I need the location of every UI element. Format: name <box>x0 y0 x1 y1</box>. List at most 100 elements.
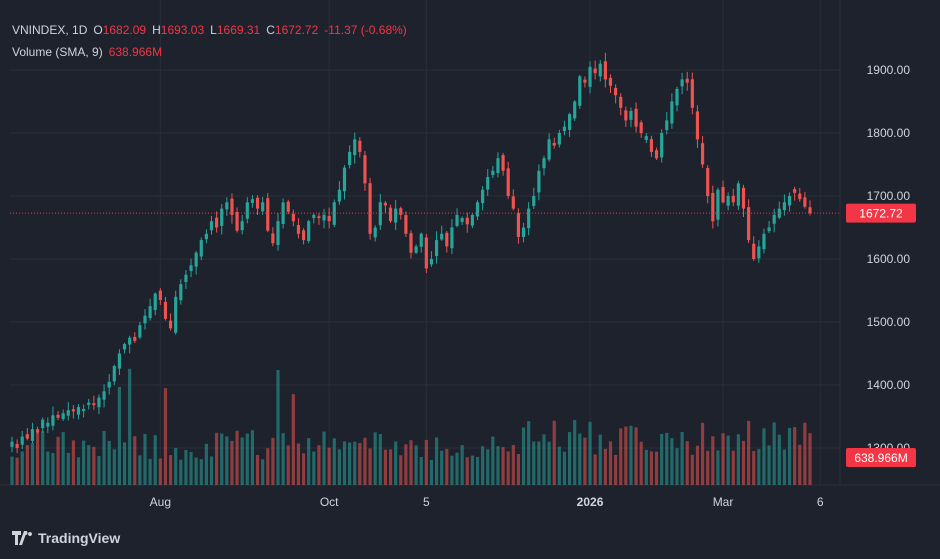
volume-bar <box>782 449 787 485</box>
time-tick-label: Aug <box>150 495 171 509</box>
volume-bar <box>644 449 648 485</box>
volume-bar <box>220 433 224 485</box>
volume-bar <box>204 443 208 485</box>
volume-bar <box>583 437 587 485</box>
volume-bar <box>562 451 567 485</box>
volume-bar <box>209 456 214 485</box>
volume-bar <box>189 451 193 485</box>
candle-body <box>460 218 464 222</box>
candle-body <box>337 189 341 202</box>
candle-body <box>317 216 321 219</box>
candle-body <box>501 154 505 171</box>
candle-body <box>409 233 413 253</box>
volume-bar <box>731 450 735 485</box>
candle-body <box>30 429 35 441</box>
price-axis[interactable]: 1900.00 1800.00 1700.00 1600.00 1500.00 1400.… <box>867 63 911 455</box>
volume-bar <box>276 370 280 485</box>
volume-bar <box>373 432 377 485</box>
volume-bar <box>419 457 423 485</box>
volume-bar <box>486 449 490 485</box>
candle-body <box>670 101 674 124</box>
candle-body <box>148 306 152 319</box>
volume-bar <box>107 440 111 485</box>
candle-body <box>20 436 24 445</box>
volume-bar <box>61 432 65 485</box>
close-label: C <box>266 23 275 37</box>
candle-body <box>394 208 398 223</box>
candle-body <box>399 208 403 215</box>
candle-body <box>235 211 239 231</box>
volume-bar <box>557 446 561 485</box>
candle-body <box>250 199 255 203</box>
candle-body <box>368 183 372 234</box>
volume-bar <box>736 434 740 485</box>
candle-body <box>230 198 234 215</box>
volume-bar <box>793 427 797 485</box>
candle-body <box>245 202 249 219</box>
volume-bar <box>516 453 521 485</box>
volume-bar <box>322 431 326 485</box>
last-volume-badge-text: 638.966M <box>854 451 907 465</box>
candle-body <box>690 79 694 108</box>
volume-bar <box>460 445 464 485</box>
volume-bar <box>481 446 485 485</box>
candle-body <box>153 293 157 310</box>
interval-label[interactable]: 1D <box>72 23 88 37</box>
volume-bar <box>521 427 526 485</box>
volume-bar <box>35 431 40 485</box>
volume-bar <box>634 427 638 485</box>
volume-bar <box>332 438 336 485</box>
candle-body <box>654 150 659 159</box>
volume-bar <box>138 455 142 485</box>
volume-bar <box>383 449 388 485</box>
volume-bar <box>281 433 285 485</box>
volume-bar <box>619 428 623 485</box>
candle-body <box>593 68 597 74</box>
time-axis[interactable]: Aug Oct 5 2026 Mar 6 <box>150 495 824 509</box>
volume-bar <box>757 449 761 485</box>
volume-bar <box>102 430 106 485</box>
volume-bar <box>184 449 188 485</box>
candle-body <box>92 403 96 406</box>
volume-bar <box>424 439 428 485</box>
volume-bar <box>542 434 546 485</box>
volume-bar <box>573 420 577 485</box>
price-tick-label: 1800.00 <box>867 126 911 140</box>
candle-body <box>419 233 423 247</box>
candle-body <box>353 139 357 156</box>
candle-body <box>644 136 648 140</box>
brand-name: TradingView <box>38 530 121 546</box>
volume-bar <box>680 431 684 485</box>
volume-indicator-value: 638.966M <box>108 45 163 59</box>
candle-body <box>532 196 536 206</box>
candle-body <box>291 213 295 222</box>
candle-body <box>711 192 715 222</box>
volume-bar <box>240 437 244 485</box>
volume-bar <box>567 432 572 485</box>
volume-bar <box>455 452 459 485</box>
open-value: 1682.09 <box>102 23 147 37</box>
candle-body <box>143 315 147 324</box>
candle-body <box>808 207 812 214</box>
volume-bar <box>762 428 766 485</box>
candles <box>10 52 812 454</box>
volume-bar <box>537 441 541 485</box>
candle-body <box>721 186 725 203</box>
volume-bar <box>614 454 618 485</box>
candle-body <box>41 419 45 429</box>
volume-indicator-label[interactable]: Volume (SMA, 9) <box>12 45 103 59</box>
volume-bar <box>665 432 669 485</box>
volume-bar <box>41 431 45 485</box>
candle-body <box>87 402 91 405</box>
volume-bar <box>690 454 694 485</box>
tradingview-brand[interactable]: TradingView <box>12 530 120 546</box>
ohlc-row: VNINDEX, 1D O1682.09 H1693.03 L1669.31 C1672… <box>12 23 407 37</box>
grid <box>0 0 940 486</box>
time-tick-label: Mar <box>713 495 734 509</box>
candle-body <box>46 422 50 427</box>
symbol-label[interactable]: VNINDEX <box>12 23 66 37</box>
candle-body <box>772 214 776 224</box>
candle-body <box>624 110 628 121</box>
